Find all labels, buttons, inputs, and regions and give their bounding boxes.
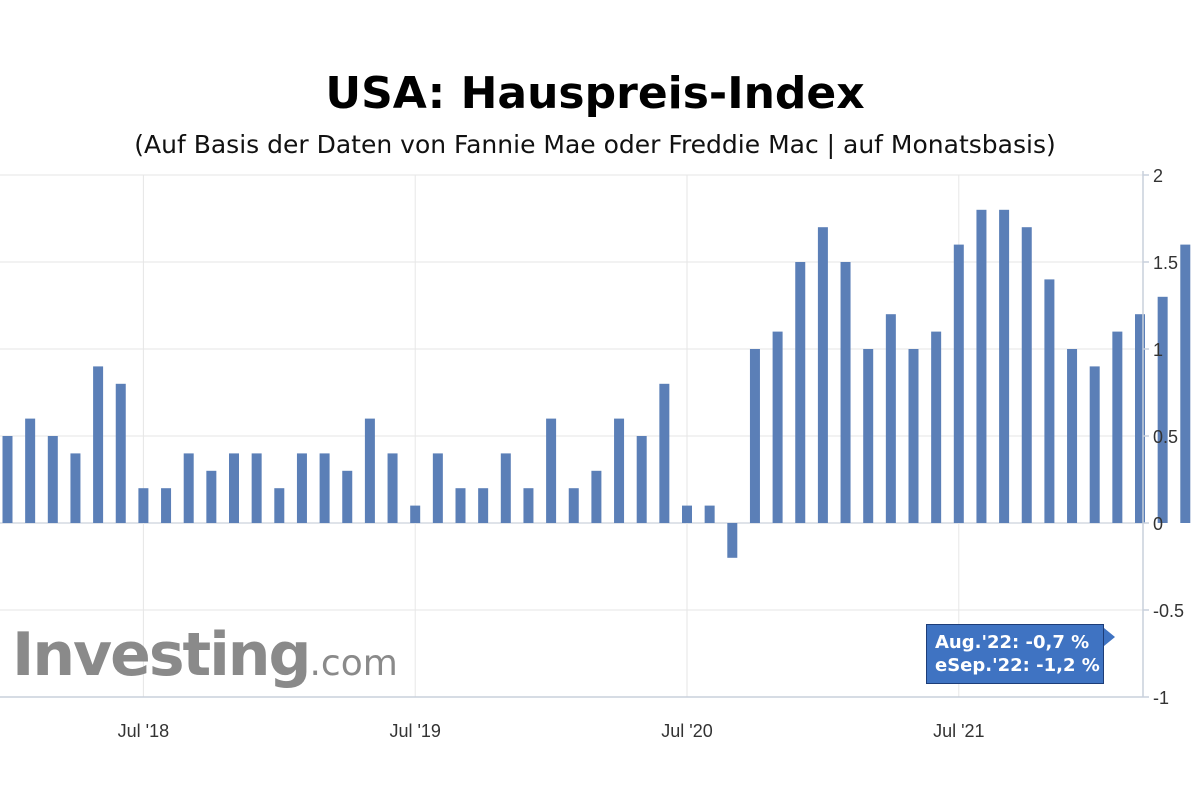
x-tick-label: Jul '21 xyxy=(933,721,984,741)
bar xyxy=(364,418,375,523)
bar xyxy=(387,453,398,523)
bar xyxy=(1044,279,1055,523)
axes xyxy=(0,171,1149,698)
x-tick-label: Jul '18 xyxy=(118,721,169,741)
bar xyxy=(840,262,851,523)
chart-subtitle: (Auf Basis der Daten von Fannie Mae oder… xyxy=(134,130,1056,159)
investing-logo: Investing.com xyxy=(12,620,398,690)
bar xyxy=(342,470,353,523)
bar xyxy=(319,453,330,523)
bar xyxy=(500,453,511,523)
bar xyxy=(1112,331,1123,523)
bar xyxy=(795,262,806,523)
bar xyxy=(953,244,964,523)
y-tick-label: -1 xyxy=(1153,688,1169,708)
bar xyxy=(206,470,217,523)
bar xyxy=(591,470,602,523)
bar-series xyxy=(2,209,1191,558)
y-tick-label: -0.5 xyxy=(1153,601,1184,621)
bar xyxy=(274,488,285,523)
bar xyxy=(636,436,647,523)
annotation-pointer xyxy=(1104,628,1115,646)
bar xyxy=(704,505,715,523)
annotation-aug: Aug.'22: -0,7 % xyxy=(935,632,1090,653)
bar xyxy=(1157,296,1168,523)
bar xyxy=(1089,366,1100,523)
grid-lines xyxy=(0,174,1143,698)
y-tick-label: 1.5 xyxy=(1153,253,1178,273)
bar xyxy=(138,488,149,523)
bar xyxy=(999,209,1010,524)
bar xyxy=(885,314,896,523)
chart-title: USA: Hauspreis-Index xyxy=(325,68,865,119)
bar xyxy=(25,418,36,523)
bar xyxy=(568,488,579,523)
bar xyxy=(863,349,874,523)
bar xyxy=(229,453,239,523)
bar xyxy=(546,418,557,523)
x-tick-label: Jul '19 xyxy=(389,721,440,741)
bar xyxy=(478,488,489,523)
logo-suffix: .com xyxy=(309,643,398,684)
bar xyxy=(93,366,104,523)
bar xyxy=(976,209,987,524)
bar xyxy=(727,523,738,558)
bar xyxy=(749,349,760,523)
bar xyxy=(296,453,307,523)
bar xyxy=(455,488,466,523)
bar xyxy=(908,349,919,523)
bar xyxy=(2,436,13,523)
bar xyxy=(251,453,262,523)
y-tick-label: 1 xyxy=(1153,340,1163,360)
y-tick-label: 2 xyxy=(1153,166,1163,186)
x-tick-label: Jul '20 xyxy=(661,721,712,741)
y-tick-label: 0.5 xyxy=(1153,427,1178,447)
bar xyxy=(523,488,534,523)
bar xyxy=(931,331,942,523)
bar xyxy=(432,453,443,523)
logo-brand: Investing xyxy=(12,620,311,690)
bar xyxy=(115,383,126,523)
bar xyxy=(1067,349,1078,523)
bar xyxy=(1180,244,1191,523)
bar xyxy=(161,488,172,523)
bar xyxy=(614,418,625,523)
bar xyxy=(70,453,81,523)
tick-labels: 2 1.5 1 0.5 0 -0.5 -1 Jul '18 Jul '19 Jul '20 Jul … xyxy=(118,166,1184,741)
value-annotation-box: Aug.'22: -0,7 % eSep.'22: -1,2 % xyxy=(926,624,1104,684)
annotation-sep: eSep.'22: -1,2 % xyxy=(935,655,1100,676)
y-tick-label: 0 xyxy=(1153,514,1163,534)
bar xyxy=(410,505,421,523)
bar xyxy=(1021,227,1032,523)
bar xyxy=(659,383,670,523)
bar xyxy=(682,505,692,523)
bar xyxy=(183,453,194,523)
bar xyxy=(817,227,828,523)
bar xyxy=(772,331,783,523)
bar xyxy=(1135,314,1145,523)
bar xyxy=(47,436,58,523)
